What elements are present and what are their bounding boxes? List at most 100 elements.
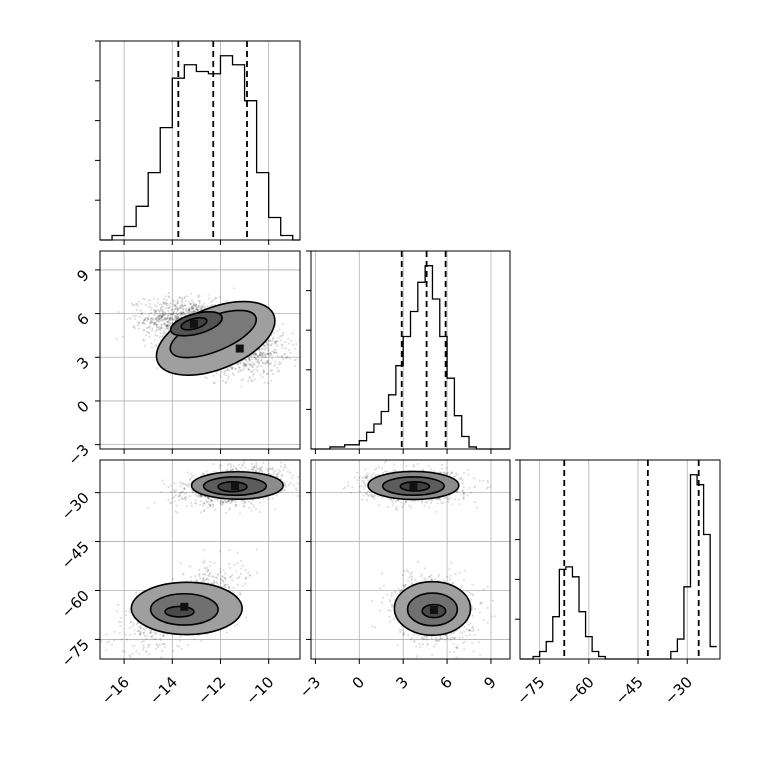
sample-point [288,349,291,351]
sample-point [231,367,234,369]
sample-point [257,362,260,365]
sample-point [281,346,284,349]
sample-point [176,299,179,302]
sample-point [162,319,164,322]
sample-point [240,560,243,562]
sample-point [154,330,157,333]
sample-point [156,323,158,326]
sample-point [209,572,211,575]
sample-point [155,310,157,313]
sample-point [305,345,307,347]
sample-point [147,326,150,329]
sample-point [177,316,180,318]
sample-point [264,356,267,359]
sample-point [247,380,249,383]
y-tick-label: 0 [73,397,92,416]
sample-point [188,303,191,305]
sample-point [180,297,183,299]
sample-point [238,463,240,466]
sample-point [180,305,183,307]
sample-point [159,637,162,640]
sample-point [182,313,185,316]
sample-point [176,308,179,310]
sample-point [231,574,234,577]
sample-point [262,362,264,365]
sample-point [169,326,171,329]
sample-point [287,337,290,340]
sample-point [285,356,287,359]
sample-point [178,297,181,299]
sample-point [192,301,195,304]
sample-point [248,357,251,360]
sample-point [234,504,237,506]
sample-point [176,310,179,312]
sample-point [213,581,216,584]
sample-point [155,647,157,650]
sample-point [260,353,263,356]
sample-point [267,344,269,346]
sample-point [279,470,281,473]
sample-point [139,633,141,636]
sample-point [213,298,216,301]
sample-point [195,305,198,308]
sample-point [169,313,172,316]
sample-point [203,561,206,564]
sample-point [158,310,161,313]
sample-point [175,317,178,320]
sample-point [150,319,153,322]
sample-point [275,340,278,343]
sample-point [190,310,192,313]
sample-point [137,630,140,632]
sample-point [291,474,294,477]
sample-point [244,365,246,368]
sample-point [191,299,193,302]
sample-point [276,340,279,343]
sample-point [164,323,167,325]
sample-point [276,330,278,333]
sample-point [269,352,272,355]
sample-point [184,313,186,316]
sample-point [165,327,168,330]
sample-point [282,481,285,483]
sample-point [229,575,232,578]
sample-point [174,315,177,318]
sample-point [162,333,165,335]
sample-point [168,291,170,294]
sample-point [198,573,200,576]
sample-point [243,363,245,366]
sample-point [194,493,197,495]
sample-point [190,480,193,483]
sample-point [274,341,277,344]
sample-point [198,295,201,298]
sample-point [229,502,232,504]
sample-point [136,629,139,632]
sample-point [234,624,236,627]
sample-point [193,310,196,313]
sample-point [191,305,194,308]
sample-point [159,314,162,317]
sample-point [250,467,253,470]
sample-point [181,304,184,307]
sample-point [141,311,144,314]
sample-point [148,305,150,308]
sample-point [232,499,235,502]
sample-point [183,496,186,499]
sample-point [279,335,282,338]
sample-point [281,356,284,359]
y-tick-label: −3 [64,441,92,469]
sample-point [226,469,229,471]
sample-point [194,308,197,311]
sample-point [273,342,276,345]
sample-point [179,306,182,308]
sample-point [281,343,284,346]
sample-point [177,495,180,498]
sample-point [267,363,270,366]
sample-point [184,304,187,307]
sample-point [180,316,183,319]
sample-point [163,302,165,305]
sample-point [280,489,283,492]
sample-point [158,318,161,320]
sample-point [176,302,179,305]
sample-point [136,324,139,327]
